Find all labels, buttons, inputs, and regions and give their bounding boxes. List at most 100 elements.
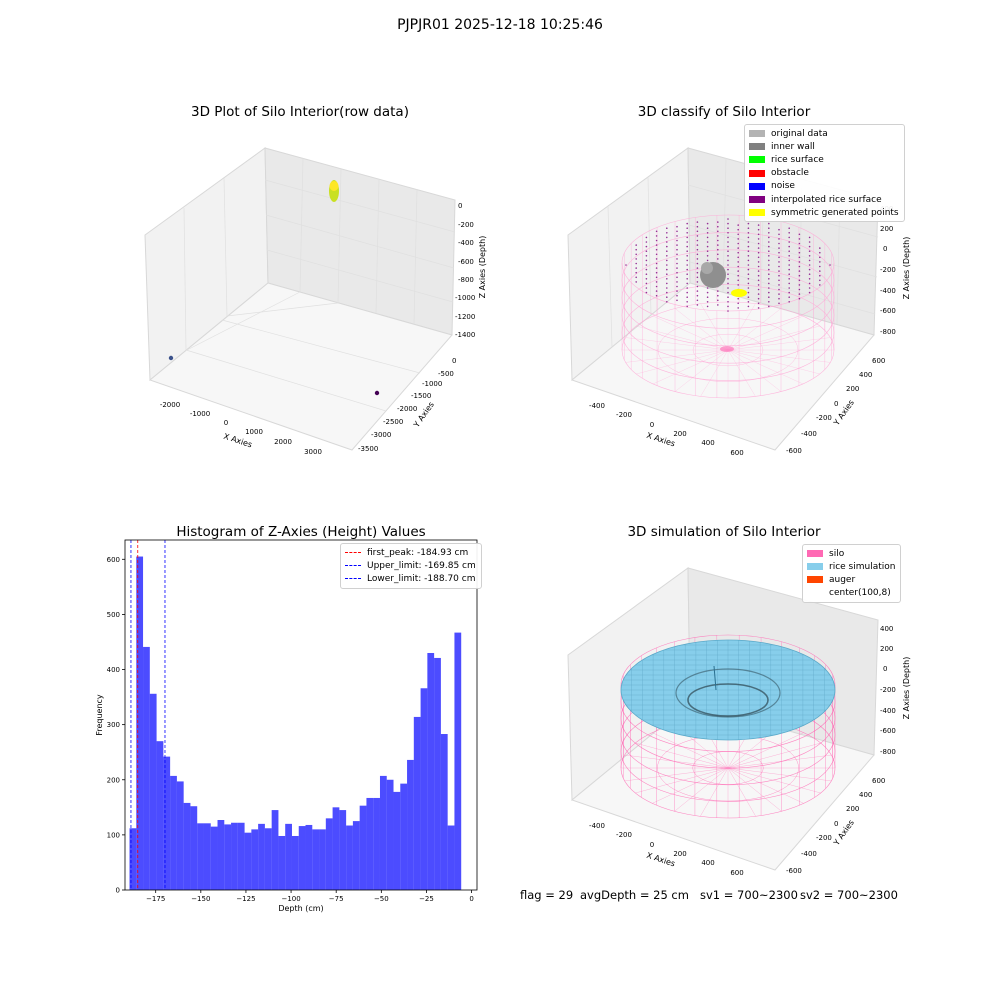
surface-point [645, 278, 648, 280]
status-sv2: sv2 = 700~2300 [800, 888, 898, 902]
surface-point [808, 236, 811, 239]
surface-point [798, 256, 801, 259]
histogram-bar [210, 826, 218, 890]
simulation-xticks: -400 -200 0 200 400 600 [589, 822, 744, 877]
silo-floor-spoke [636, 325, 729, 351]
rice-simulation-surface [620, 639, 836, 741]
surface-point [706, 255, 709, 257]
surface-point [696, 244, 699, 246]
x-tick-label: −50 [374, 895, 389, 903]
surface-point [717, 239, 719, 242]
surface-point [747, 291, 750, 294]
histogram-bar [420, 688, 428, 890]
surface-point [768, 241, 770, 243]
y-tick-label: 0 [834, 400, 838, 408]
surface-point [696, 290, 699, 292]
y-tick-label: 0 [116, 887, 120, 895]
x-tick-label: -1000 [190, 410, 210, 418]
legend-label: obstacle [771, 168, 809, 179]
surface-point [655, 281, 658, 283]
surface-point [717, 235, 719, 237]
surface-point [788, 291, 790, 294]
x-tick-label: -2000 [160, 401, 180, 409]
histogram-bar [143, 646, 150, 890]
y-tick-label: -3500 [358, 445, 378, 453]
surface-point [645, 236, 648, 239]
surface-point [727, 301, 729, 303]
raw-data-points [168, 180, 380, 396]
z-tick-label: -400 [880, 287, 896, 295]
silo-floor-spoke [727, 349, 804, 385]
silo-floor-spoke [674, 767, 729, 812]
surface-point [727, 227, 729, 229]
surface-point [819, 265, 821, 268]
y-tick-label: 400 [859, 371, 872, 379]
x-tick-label: 200 [673, 430, 686, 438]
x-tick-label: 0 [650, 421, 654, 429]
surface-point [676, 285, 678, 288]
surface-point [768, 305, 770, 308]
surface-point [808, 282, 811, 285]
surface-point [686, 301, 688, 303]
x-tick-label: 400 [701, 859, 714, 867]
surface-point [778, 270, 780, 272]
surface-point [747, 282, 750, 285]
symmetric-points-cluster [731, 289, 747, 297]
surface-point [737, 233, 739, 236]
surface-point [737, 242, 739, 245]
rice-point-cluster-top [329, 181, 339, 191]
surface-point [788, 241, 790, 243]
histogram-bar [379, 775, 387, 890]
surface-point [645, 268, 648, 271]
surface-point [696, 267, 699, 269]
surface-point [757, 284, 760, 286]
legend-swatch [749, 143, 765, 151]
legend-swatch [749, 182, 765, 190]
surface-point [808, 291, 811, 294]
surface-point [655, 262, 658, 265]
surface-point [737, 228, 739, 231]
simulation-plot-title: 3D simulation of Silo Interior [627, 524, 821, 540]
y-tick-label: 400 [107, 666, 120, 674]
surface-point [819, 279, 821, 282]
surface-point [798, 270, 801, 272]
z-tick-label: -1400 [455, 331, 475, 339]
histogram-bar [258, 823, 265, 890]
surface-point [706, 305, 709, 308]
surface-point [768, 255, 770, 257]
legend-label: inner wall [771, 141, 815, 152]
surface-point [778, 302, 780, 305]
surface-point [655, 244, 658, 246]
histogram-bar [285, 823, 292, 890]
x-tick-label: 0 [650, 841, 654, 849]
surface-point [686, 264, 688, 266]
surface-point [819, 274, 821, 277]
surface-point [737, 256, 739, 259]
surface-point [737, 302, 739, 305]
classify-yticks: 600 400 200 0 -200 -400 -600 [786, 357, 885, 455]
x-tick-label: -200 [616, 411, 632, 419]
surface-point [788, 296, 790, 299]
surface-point [635, 271, 637, 274]
surface-point [737, 307, 739, 309]
histogram-bar [251, 829, 259, 890]
histogram-bar [305, 824, 313, 890]
surface-point [676, 294, 678, 297]
surface-point [676, 267, 678, 269]
x-axis-label: Depth (cm) [278, 904, 323, 913]
surface-point [757, 261, 760, 263]
surface-point [747, 232, 750, 234]
histogram-bar [217, 820, 225, 890]
legend-swatch [749, 130, 765, 138]
classify-xticks: -400 -200 0 200 400 600 [589, 402, 744, 457]
z-tick-label: -800 [880, 328, 896, 336]
surface-point [798, 238, 801, 240]
surface-point [727, 245, 729, 248]
surface-point [798, 261, 801, 263]
histogram-bar [447, 825, 455, 890]
x-axis-label: X Axies [645, 851, 676, 869]
z-axis-label: Z Axies (Depth) [902, 237, 911, 300]
surface-point [676, 230, 678, 233]
surface-point [808, 245, 811, 248]
histogram-bar [400, 783, 408, 890]
